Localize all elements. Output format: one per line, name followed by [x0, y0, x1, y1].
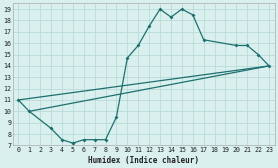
X-axis label: Humidex (Indice chaleur): Humidex (Indice chaleur): [88, 156, 199, 164]
